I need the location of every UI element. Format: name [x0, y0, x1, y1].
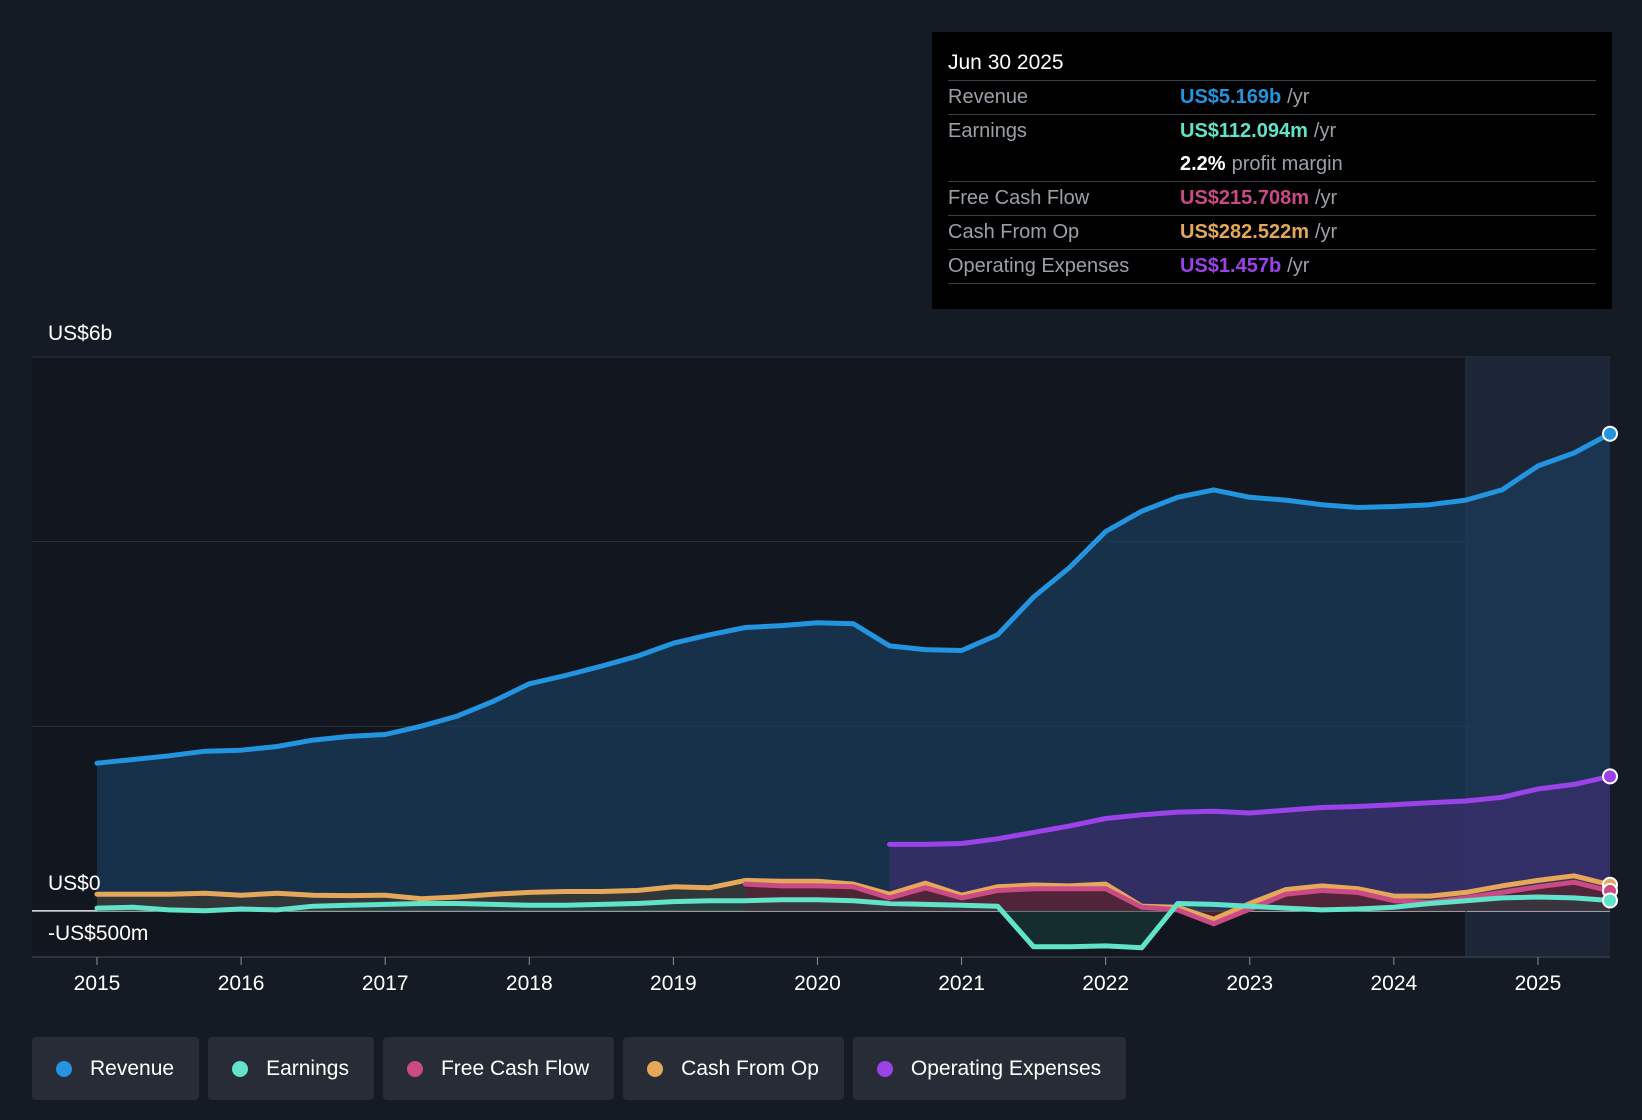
legend-earnings[interactable]: Earnings — [208, 1037, 374, 1100]
x-tick-label: 2019 — [650, 972, 697, 995]
earnings-endpoint — [1602, 892, 1618, 909]
legend-label: Revenue — [90, 1056, 175, 1080]
tooltip-row: Revenue US$5.169b/yr — [948, 81, 1596, 115]
legend-dot-icon — [876, 1060, 893, 1077]
tooltip-unit: profit margin — [1231, 153, 1343, 175]
y-label-top: US$6b — [48, 322, 112, 345]
legend-free-cash-flow[interactable]: Free Cash Flow — [382, 1037, 615, 1100]
tooltip-value: US$5.169b — [1180, 86, 1282, 108]
tooltip-row: Earnings US$112.094m/yr — [948, 115, 1596, 148]
x-tick-label: 2022 — [1082, 972, 1129, 995]
operating-expenses-line — [887, 773, 1613, 847]
free-cash-flow-line — [742, 879, 1613, 927]
tooltip-label: Earnings — [948, 120, 1027, 142]
tooltip-row: Operating Expenses US$1.457b/yr — [948, 250, 1596, 284]
x-tick-label: 2023 — [1226, 972, 1273, 995]
operating-expenses-area — [889, 776, 1610, 911]
x-tick-label: 2020 — [794, 972, 841, 995]
tooltip-row: Free Cash Flow US$215.708m/yr — [948, 182, 1596, 216]
tooltip-unit: /yr — [1314, 187, 1338, 209]
legend-dot-icon — [232, 1060, 249, 1077]
tooltip-label: Cash From Op — [948, 221, 1080, 243]
tooltip-unit: /yr — [1287, 255, 1310, 277]
legend-revenue[interactable]: Revenue — [32, 1037, 200, 1100]
series-areas — [97, 433, 1610, 948]
x-tick-label: 2021 — [938, 972, 985, 995]
tooltip-value: 2.2% — [1180, 153, 1226, 175]
tooltip-value: US$215.708m — [1180, 187, 1309, 209]
legend: Revenue Earnings Free Cash Flow Cash From O… — [32, 1037, 1127, 1100]
tooltip-value: US$112.094m — [1180, 120, 1308, 142]
tooltip-date: Jun 30 2025 — [948, 46, 1596, 81]
series-lines — [94, 431, 1613, 951]
x-tick-label: 2015 — [74, 972, 121, 995]
legend-cash-from-op[interactable]: Cash From Op — [623, 1037, 844, 1100]
legend-dot-icon — [647, 1060, 664, 1077]
tooltip-label: Revenue — [948, 86, 1029, 108]
x-tick-label: 2024 — [1370, 972, 1417, 995]
x-axis: 2015 2016 2017 2018 2019 2020 2021 2022 2023 2024… — [74, 957, 1562, 995]
operating-expenses-endpoint — [1602, 768, 1618, 785]
tooltip-value: US$1.457b — [1180, 255, 1282, 277]
tooltip-label: Operating Expenses — [948, 255, 1130, 277]
legend-operating-expenses[interactable]: Operating Expenses — [852, 1037, 1127, 1100]
x-tick-label: 2025 — [1515, 972, 1562, 995]
legend-label: Operating Expenses — [910, 1056, 1102, 1080]
x-tick-label: 2017 — [362, 972, 409, 995]
revenue-line — [94, 431, 1613, 766]
legend-dot-icon — [406, 1060, 423, 1077]
tooltip-value: US$282.522m — [1180, 221, 1309, 243]
revenue-endpoint — [1602, 425, 1618, 442]
cash-from-op-line — [94, 873, 1613, 922]
tooltip-unit: /yr — [1314, 221, 1338, 243]
earnings-line — [94, 894, 1613, 951]
tooltip-row: 2.2% profit margin — [948, 148, 1596, 182]
series-endpoints — [1602, 425, 1618, 909]
y-label-bottom: -US$500m — [48, 922, 148, 945]
y-label-zero: US$0 — [48, 872, 101, 895]
tooltip-row: Cash From Op US$282.522m/yr — [948, 216, 1596, 250]
tooltip-unit: /yr — [1287, 86, 1310, 108]
tooltip-rows: Revenue US$5.169b/yr Earnings US$112.094m/y… — [948, 81, 1596, 284]
tooltip-panel: Jun 30 2025 Revenue US$5.169b/yr Earnings U… — [932, 32, 1612, 309]
tooltip-label: Free Cash Flow — [948, 187, 1090, 209]
tooltip-label — [948, 148, 1180, 181]
x-tick-label: 2018 — [506, 972, 553, 995]
x-tick-label: 2016 — [218, 972, 265, 995]
legend-label: Earnings — [266, 1056, 349, 1080]
legend-label: Cash From Op — [681, 1056, 819, 1080]
tooltip-unit: /yr — [1313, 120, 1337, 142]
legend-dot-icon — [56, 1060, 72, 1077]
revenue-area — [97, 433, 1610, 911]
legend-label: Free Cash Flow — [440, 1056, 590, 1080]
